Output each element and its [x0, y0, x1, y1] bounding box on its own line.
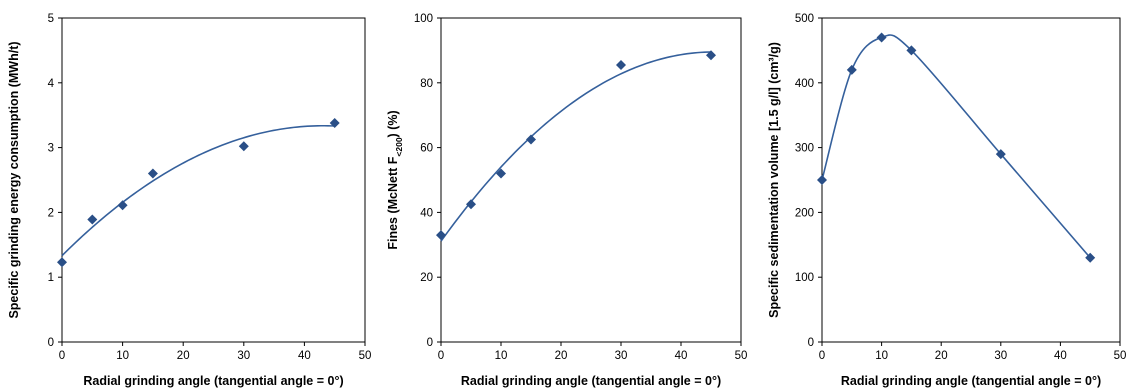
y-tick-label: 80 — [420, 78, 433, 90]
y-tick-label: 60 — [420, 143, 433, 155]
data-point — [995, 149, 1006, 160]
data-point — [57, 257, 67, 268]
y-tick-label: 4 — [48, 78, 55, 90]
x-tick-label: 40 — [675, 350, 688, 362]
x-tick-label: 30 — [994, 350, 1007, 362]
y-tick-label: 40 — [420, 207, 433, 219]
y-axis-label: Fines (McNett F<200) (%) — [386, 110, 404, 249]
data-point — [1085, 252, 1096, 263]
y-tick-label: 5 — [48, 13, 54, 25]
y-tick-label: 20 — [420, 272, 433, 284]
y-axis-label: Specific grinding energy consumption (MW… — [7, 41, 21, 318]
data-point — [846, 64, 857, 75]
data-point — [706, 50, 716, 61]
x-tick-label: 20 — [177, 350, 190, 362]
y-tick-label: 0 — [808, 337, 814, 349]
data-point — [906, 45, 917, 56]
x-tick-label: 50 — [735, 350, 748, 362]
y-axis-label: Specific sedimentation volume [1.5 g/l] … — [767, 42, 781, 318]
x-tick-label: 40 — [1054, 350, 1067, 362]
x-tick-label: 10 — [495, 350, 508, 362]
data-point — [817, 175, 827, 185]
data-point — [876, 32, 887, 43]
data-point — [238, 141, 249, 152]
data-point — [117, 200, 128, 211]
x-tick-label: 50 — [1114, 350, 1127, 362]
data-point — [329, 117, 340, 128]
x-axis-label: Radial grinding angle (tangential angle … — [83, 374, 343, 388]
trendline — [821, 34, 1091, 259]
y-tick-label: 3 — [48, 143, 54, 155]
x-tick-label: 20 — [935, 350, 948, 362]
data-point — [466, 199, 476, 210]
chart-1: 0 10 20 30 40 50 0 1 2 3 4 5 Radial grinding angle (… — [7, 13, 371, 388]
x-tick-label: 30 — [237, 350, 250, 362]
trendline — [440, 51, 712, 242]
x-tick-label: 0 — [438, 350, 444, 362]
data-point — [496, 168, 506, 179]
y-tick-label: 2 — [48, 207, 54, 219]
y-tick-label: 100 — [414, 13, 433, 25]
plot-area-frame — [61, 17, 366, 343]
plot-area-frame — [821, 17, 1121, 343]
x-tick-label: 0 — [819, 350, 825, 362]
x-tick-label: 10 — [875, 350, 888, 362]
data-point — [526, 134, 536, 145]
x-tick-label: 10 — [116, 350, 129, 362]
plot-area-frame — [440, 17, 742, 343]
y-tick-label: 100 — [795, 272, 814, 284]
y-tick-label: 0 — [427, 337, 433, 349]
x-tick-label: 0 — [59, 350, 65, 362]
x-axis-label: Radial grinding angle (tangential angle … — [841, 374, 1101, 388]
y-tick-label: 200 — [795, 207, 814, 219]
data-point — [87, 214, 98, 225]
trendline — [61, 124, 335, 257]
y-tick-label: 500 — [795, 13, 814, 25]
chart-2: 0 10 20 30 40 50 0 20 40 60 80 100 Radial grinding a… — [386, 13, 747, 388]
y-tick-label: 0 — [48, 337, 54, 349]
y-tick-label: 400 — [795, 78, 814, 90]
x-tick-label: 50 — [359, 350, 372, 362]
data-point — [147, 168, 158, 179]
x-axis-label: Radial grinding angle (tangential angle … — [461, 374, 721, 388]
y-tick-label: 1 — [48, 272, 54, 284]
data-point — [436, 230, 446, 241]
x-tick-label: 20 — [555, 350, 568, 362]
y-tick-label: 300 — [795, 143, 814, 155]
x-tick-label: 30 — [615, 350, 628, 362]
x-tick-label: 40 — [298, 350, 311, 362]
data-point — [616, 59, 626, 70]
